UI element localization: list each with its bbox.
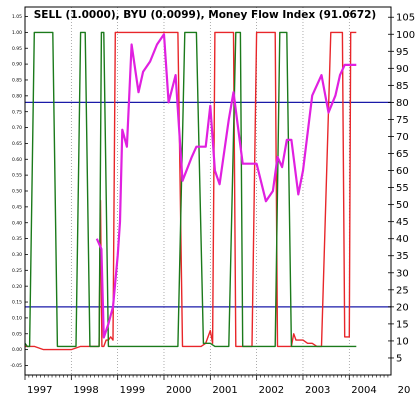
left-axis-tick-label: 0.10 xyxy=(12,315,22,321)
left-axis-tick-label: 0.85 xyxy=(12,78,22,84)
left-axis-tick-label: 0.00 xyxy=(12,347,22,353)
left-axis-tick-label: -0.05 xyxy=(10,363,22,369)
left-axis-tick-label: 0.90 xyxy=(12,62,22,68)
left-axis-tick-label: 0.80 xyxy=(12,93,22,99)
x-axis-tick-label: 2002 xyxy=(259,385,284,396)
right-axis-tick-label: 35 xyxy=(396,251,409,262)
left-axis-tick-label: 0.55 xyxy=(12,173,22,179)
left-axis-tick-label: 0.50 xyxy=(12,189,22,195)
x-axis-tick-label: 2000 xyxy=(166,385,191,396)
left-axis-tick-label: 0.05 xyxy=(12,331,22,337)
right-axis-tick-label: 20 xyxy=(396,302,409,313)
left-axis-tick-label: 0.15 xyxy=(12,300,22,306)
right-axis-tick-label: 10 xyxy=(396,336,409,347)
right-axis-tick-label: 50 xyxy=(396,200,409,211)
right-axis-tick-label: 30 xyxy=(396,268,409,279)
left-axis-tick-label: 1.00 xyxy=(12,30,22,36)
right-axis-tick-label: 40 xyxy=(396,234,409,245)
left-axis-tick-label: 0.25 xyxy=(12,268,22,274)
right-axis-tick-label: 90 xyxy=(396,64,409,75)
left-axis-tick-label: 0.95 xyxy=(12,46,22,52)
right-axis-tick-label: 80 xyxy=(396,98,409,109)
x-axis-tick-label: 2003 xyxy=(305,385,330,396)
right-axis-tick-label: 45 xyxy=(396,217,409,228)
left-axis-tick-label: 0.75 xyxy=(12,109,22,115)
left-axis-tick-label: 0.45 xyxy=(12,204,22,210)
x-axis-tick-label: 1998 xyxy=(73,385,98,396)
left-axis: 1.05 1.00 0.95 0.90 0.85 0.80 0.75 0.70 0.65 0.60… xyxy=(10,14,28,369)
left-axis-tick-label: 0.35 xyxy=(12,236,22,242)
series-group xyxy=(24,31,357,351)
right-axis-tick-label: 105 xyxy=(396,13,415,24)
left-axis-tick-label: 0.60 xyxy=(12,157,22,163)
right-axis-tick-label: 65 xyxy=(396,149,409,160)
x-axis-tick-label: 2004 xyxy=(351,385,376,396)
left-axis-tick-label: 0.40 xyxy=(12,220,22,226)
right-axis-tick-label: 15 xyxy=(396,319,409,330)
chart-title: SELL (1.0000), BYU (0.0099), Money Flow … xyxy=(34,9,376,21)
x-axis-tick-label: 2001 xyxy=(212,385,237,396)
right-axis-tick-label: 75 xyxy=(396,115,409,126)
series-line-money-flow-index xyxy=(95,33,357,339)
right-axis-tick-label: 85 xyxy=(396,81,409,92)
x-axis-tick-label: 1997 xyxy=(27,385,52,396)
right-axis-tick-label: 70 xyxy=(396,132,409,143)
right-axis-tick-label: 100 xyxy=(396,30,415,41)
right-axis: 1051009590858075706560555045403530252015… xyxy=(388,13,415,364)
left-axis-tick-label: 0.30 xyxy=(12,252,22,258)
left-axis-tick-label: 0.65 xyxy=(12,141,22,147)
left-axis-tick-label: 0.70 xyxy=(12,125,22,131)
right-axis-tick-label: 60 xyxy=(396,166,409,177)
series-line-byu xyxy=(24,31,357,348)
x-axis-tick-label: 20 xyxy=(398,385,411,396)
right-axis-tick-label: 25 xyxy=(396,285,409,296)
grid xyxy=(70,7,350,375)
left-axis-tick-label: 1.05 xyxy=(12,14,22,20)
right-axis-tick-label: 55 xyxy=(396,183,409,194)
bottom-axis: 1997 1998 1999 2000 2001 2002 2003 2004 20 xyxy=(24,375,411,396)
left-axis-tick-label: 0.20 xyxy=(12,284,22,290)
right-axis-tick-label: 5 xyxy=(396,353,402,364)
x-axis-tick-label: 1999 xyxy=(120,385,145,396)
right-axis-tick-label: 95 xyxy=(396,47,409,58)
